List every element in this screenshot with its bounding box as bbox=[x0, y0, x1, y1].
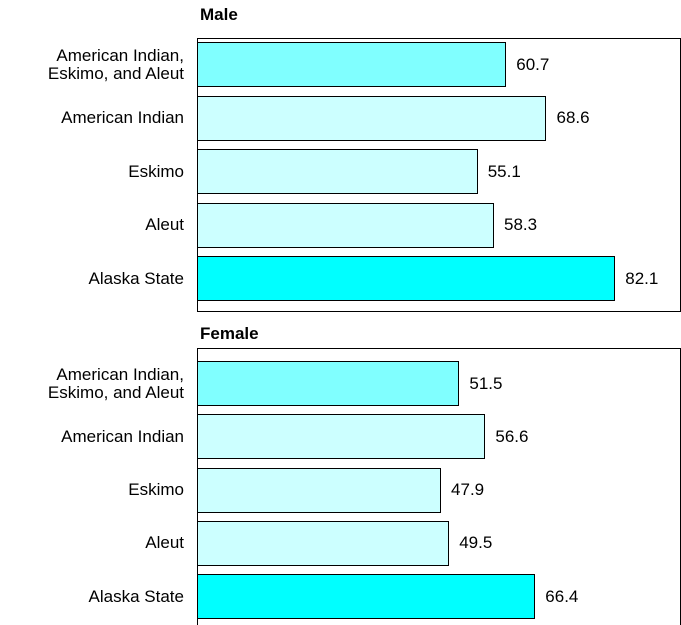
bar bbox=[197, 574, 536, 620]
bar bbox=[197, 95, 547, 141]
category-label: Alaska State bbox=[88, 268, 184, 288]
panel-title: Female bbox=[200, 324, 259, 343]
value-label: 47.9 bbox=[451, 480, 485, 500]
category-label: American Indian bbox=[61, 426, 184, 446]
value-label: 51.5 bbox=[469, 373, 503, 393]
category-label: American Indian, Eskimo, and Aleut bbox=[47, 45, 184, 83]
bar bbox=[197, 149, 478, 195]
value-label: 56.6 bbox=[495, 426, 529, 446]
panel-title: Male bbox=[200, 5, 238, 24]
category-label: Eskimo bbox=[128, 161, 184, 181]
category-label: American Indian, Eskimo, and Aleut bbox=[47, 364, 184, 402]
value-label: 68.6 bbox=[556, 108, 590, 128]
bar bbox=[197, 467, 442, 513]
category-label: Aleut bbox=[145, 215, 184, 235]
bar bbox=[197, 361, 460, 406]
category-label: American Indian bbox=[61, 108, 184, 128]
value-label: 55.1 bbox=[487, 161, 521, 181]
category-label: Eskimo bbox=[128, 480, 184, 500]
value-label: 58.3 bbox=[504, 215, 538, 235]
bar bbox=[197, 520, 450, 566]
value-label: 82.1 bbox=[625, 268, 659, 288]
bar bbox=[197, 414, 486, 460]
category-label: Alaska State bbox=[88, 586, 184, 606]
bar bbox=[197, 256, 616, 302]
value-label: 66.4 bbox=[545, 586, 579, 606]
bar bbox=[197, 42, 507, 87]
value-label: 49.5 bbox=[459, 533, 493, 553]
category-label: Aleut bbox=[145, 533, 184, 553]
bar bbox=[197, 202, 495, 248]
value-label: 60.7 bbox=[516, 54, 550, 74]
